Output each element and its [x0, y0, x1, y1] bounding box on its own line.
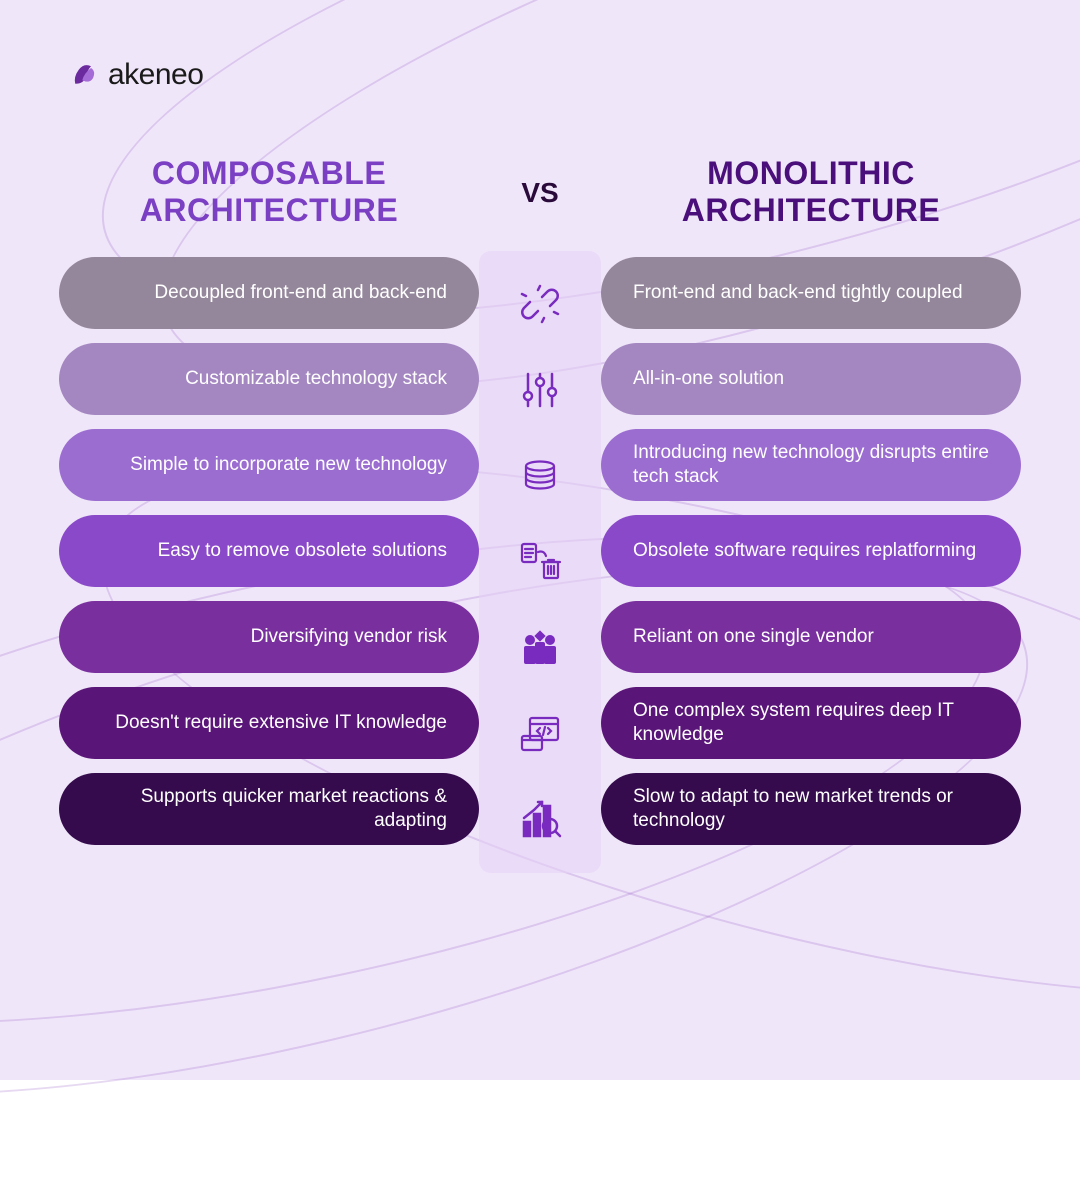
- comparison-pill-left: Easy to remove obsolete solutions: [59, 515, 479, 587]
- sliders-icon: [479, 347, 601, 433]
- left-column-title: COMPOSABLEARCHITECTURE: [59, 155, 479, 229]
- comparison-pill-right: Obsolete software requires replatforming: [601, 515, 1021, 587]
- comparison-pill-left: Simple to incorporate new technology: [59, 429, 479, 501]
- code-screen-icon: [479, 691, 601, 777]
- comparison-pill-right: Reliant on one single vendor: [601, 601, 1021, 673]
- comparison-pill-right: One complex system requires deep IT know…: [601, 687, 1021, 759]
- people-icon: [479, 605, 601, 691]
- comparison-pill-left: Supports quicker market reactions & adap…: [59, 773, 479, 845]
- analytics-icon: [479, 777, 601, 863]
- coins-icon: [479, 433, 601, 519]
- comparison-pill-left: Customizable technology stack: [59, 343, 479, 415]
- icon-column: [479, 251, 601, 873]
- chain-break-icon: [479, 261, 601, 347]
- comparison-content: COMPOSABLEARCHITECTURE Decoupled front-e…: [0, 0, 1080, 873]
- comparison-pill-right: Slow to adapt to new market trends or te…: [601, 773, 1021, 845]
- left-column: COMPOSABLEARCHITECTURE Decoupled front-e…: [59, 155, 479, 859]
- comparison-pill-right: Introducing new technology disrupts enti…: [601, 429, 1021, 501]
- comparison-pill-left: Decoupled front-end and back-end: [59, 257, 479, 329]
- trash-doc-icon: [479, 519, 601, 605]
- right-column: MONOLITHICARCHITECTURE Front-end and bac…: [601, 155, 1021, 859]
- right-column-title: MONOLITHICARCHITECTURE: [601, 155, 1021, 229]
- middle-column: VS: [479, 155, 601, 873]
- comparison-pill-left: Doesn't require extensive IT knowledge: [59, 687, 479, 759]
- comparison-pill-right: All-in-one solution: [601, 343, 1021, 415]
- comparison-pill-right: Front-end and back-end tightly coupled: [601, 257, 1021, 329]
- comparison-pill-left: Diversifying vendor risk: [59, 601, 479, 673]
- vs-label: VS: [521, 177, 558, 209]
